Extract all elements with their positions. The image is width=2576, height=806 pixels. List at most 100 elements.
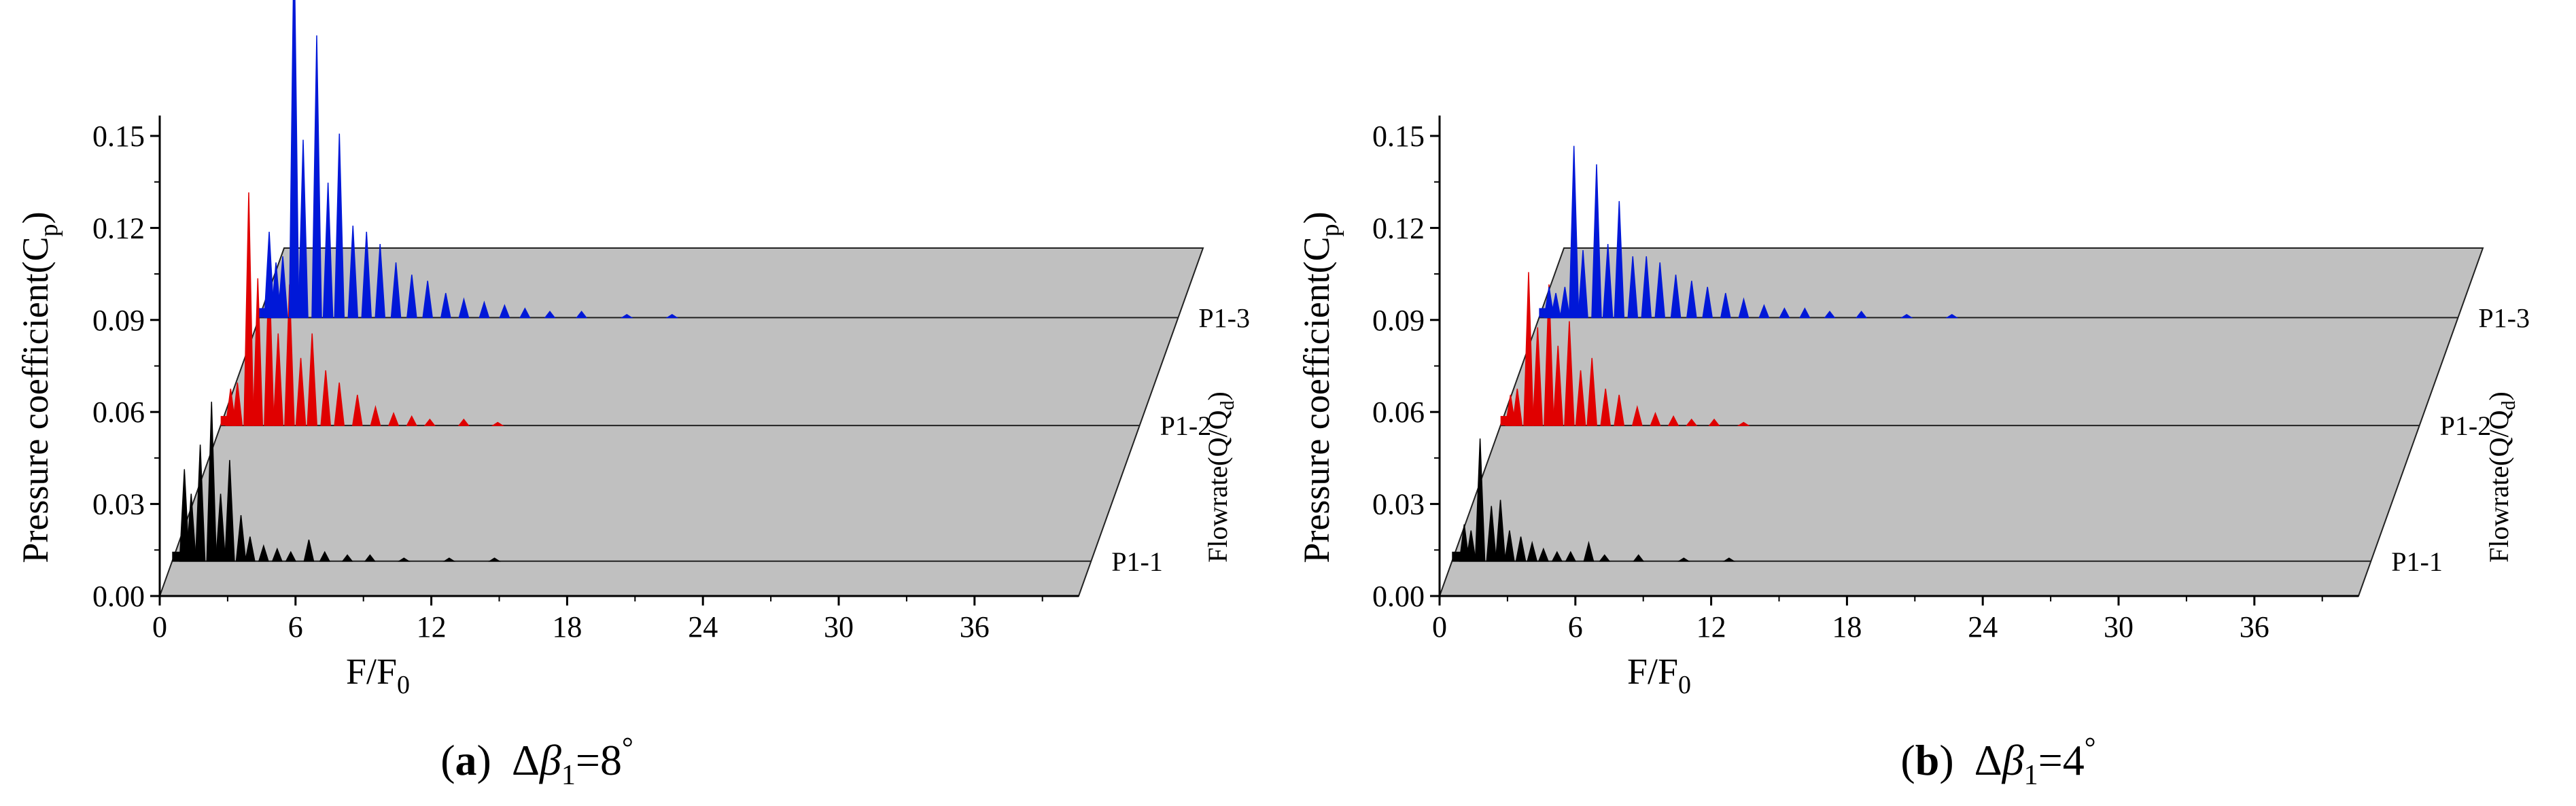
y-axis-title: Pressure coefficient(Cp) — [15, 211, 63, 563]
x-tick-label: 12 — [417, 610, 447, 644]
series-group — [1452, 145, 2458, 562]
spike-p1-1-1 — [1465, 530, 1477, 562]
spike-p1-3-4 — [1578, 250, 1588, 319]
spike-p1-2-9 — [1600, 388, 1612, 426]
spike-p1-3-17 — [1779, 307, 1790, 319]
spike-p1-3-18 — [519, 307, 531, 319]
spike-p1-1-14 — [364, 554, 376, 562]
spike-p1-3-13 — [422, 281, 434, 319]
spike-p1-2-16 — [457, 418, 470, 426]
series-labels: P1-1 P1-2 P1-3 — [2391, 302, 2530, 576]
spike-p1-1-4 — [215, 493, 226, 562]
y-tick-label: 0.15 — [92, 120, 145, 153]
spike-p1-1-13 — [341, 554, 353, 562]
spike-p1-1-9 — [271, 547, 283, 562]
spike-p1-2-13 — [1667, 415, 1679, 426]
spike-p1-3-11 — [390, 262, 402, 319]
y-tick-label: 0.03 — [92, 488, 145, 521]
spike-p1-3-0 — [1544, 287, 1554, 319]
spike-p1-2-15 — [1708, 418, 1720, 426]
spike-p1-1-10 — [1565, 550, 1577, 562]
spike-p1-2-3 — [252, 278, 264, 426]
x-axis-title: F/F0 — [346, 651, 410, 699]
spike-p1-1-11 — [1583, 540, 1595, 562]
spike-p1-1-17 — [487, 557, 502, 562]
x-axis-title: F/F0 — [1627, 651, 1691, 699]
spike-p1-2-1 — [1512, 388, 1523, 426]
spike-p1-3-9 — [1641, 256, 1652, 319]
y-tick-label: 0.00 — [1372, 580, 1425, 613]
spike-p1-3-1 — [1550, 293, 1561, 319]
spike-p1-1-11 — [303, 540, 315, 562]
spike-p1-1-14 — [1677, 557, 1690, 562]
spike-p1-1-4 — [1495, 500, 1506, 562]
spike-p1-2-10 — [1614, 394, 1625, 426]
spike-p1-3-8 — [347, 225, 359, 319]
spike-p1-2-6 — [284, 284, 295, 426]
y-tick-label: 0.12 — [92, 211, 145, 245]
spike-p1-3-3 — [288, 0, 300, 319]
spike-p1-1-5 — [224, 459, 235, 562]
z-axis-title: Flowrate(Q/Qd) — [2484, 391, 2520, 563]
x-tick-label: 18 — [552, 610, 582, 644]
x-tick-label: 36 — [960, 610, 990, 644]
spike-p1-3-11 — [1670, 275, 1682, 319]
panel-caption: (a) Δβ1=8° — [440, 733, 633, 791]
x-tick-label: 0 — [1432, 610, 1447, 644]
spike-p1-3-10 — [375, 244, 386, 319]
spike-p1-1-13 — [1633, 554, 1645, 562]
spike-p1-3-2 — [277, 256, 288, 319]
spike-p1-2-0 — [225, 388, 237, 426]
spike-p1-3-2 — [1559, 287, 1571, 319]
spike-p1-3-7 — [334, 133, 345, 319]
spike-p1-1-10 — [285, 550, 297, 562]
y-tick-label: 0.06 — [92, 396, 145, 429]
spike-p1-3-0 — [264, 231, 275, 319]
spike-p1-3-6 — [1602, 244, 1614, 319]
y-axis: 0.00 0.03 0.06 0.09 0.12 0.15 — [92, 116, 161, 613]
spike-p1-2-13 — [387, 411, 400, 426]
spike-p1-1-15 — [397, 557, 411, 562]
spike-p1-1-2 — [1474, 438, 1486, 562]
spike-p1-2-5 — [273, 333, 284, 426]
spike-p1-3-5 — [311, 35, 322, 319]
spike-p1-3-22 — [1945, 313, 1959, 319]
spike-p1-1-16 — [442, 557, 456, 562]
x-tick-label: 30 — [824, 610, 854, 644]
x-tick-label: 24 — [1968, 610, 1998, 644]
x-axis: 0 6 12 18 24 30 36 — [152, 595, 1079, 644]
spike-p1-3-7 — [1614, 200, 1625, 319]
spike-p1-2-11 — [1631, 405, 1643, 426]
spike-p1-2-15 — [423, 418, 436, 426]
spike-p1-1-8 — [1537, 547, 1549, 562]
spike-p1-1-12 — [1599, 554, 1611, 562]
spike-p1-2-7 — [295, 357, 307, 426]
panel-caption: (b) Δβ1=4° — [1900, 733, 2095, 791]
spike-p1-3-18 — [1799, 307, 1811, 319]
series-label-p1-3: P1-3 — [2478, 302, 2530, 333]
spike-p1-3-8 — [1627, 256, 1639, 319]
series-label-p1-1: P1-1 — [1111, 546, 1163, 577]
z-axis-title: Flowrate(Q/Qd) — [1202, 391, 1238, 563]
y-tick-label: 0.03 — [1372, 488, 1425, 521]
y-tick-label: 0.15 — [1372, 120, 1425, 153]
spike-p1-3-19 — [544, 311, 556, 319]
spike-p1-1-0 — [1459, 524, 1470, 562]
y-tick-label: 0.09 — [1372, 304, 1425, 337]
spike-p1-1-1 — [186, 493, 197, 562]
spike-p1-3-4 — [298, 139, 309, 319]
spike-p1-3-6 — [322, 182, 334, 319]
spike-p1-2-8 — [307, 333, 317, 426]
spike-p1-3-22 — [665, 313, 679, 319]
spike-p1-2-12 — [1650, 411, 1661, 426]
series-group — [172, 0, 1179, 562]
spike-p1-3-20 — [576, 311, 588, 319]
spike-p1-3-3 — [1568, 145, 1580, 319]
spike-p1-2-3 — [1532, 327, 1544, 426]
spike-p1-2-16 — [1737, 421, 1750, 426]
spike-p1-3-21 — [1900, 313, 1913, 319]
spike-p1-3-13 — [1702, 287, 1713, 319]
spike-p1-3-12 — [406, 275, 417, 319]
spike-p1-3-17 — [499, 304, 510, 319]
